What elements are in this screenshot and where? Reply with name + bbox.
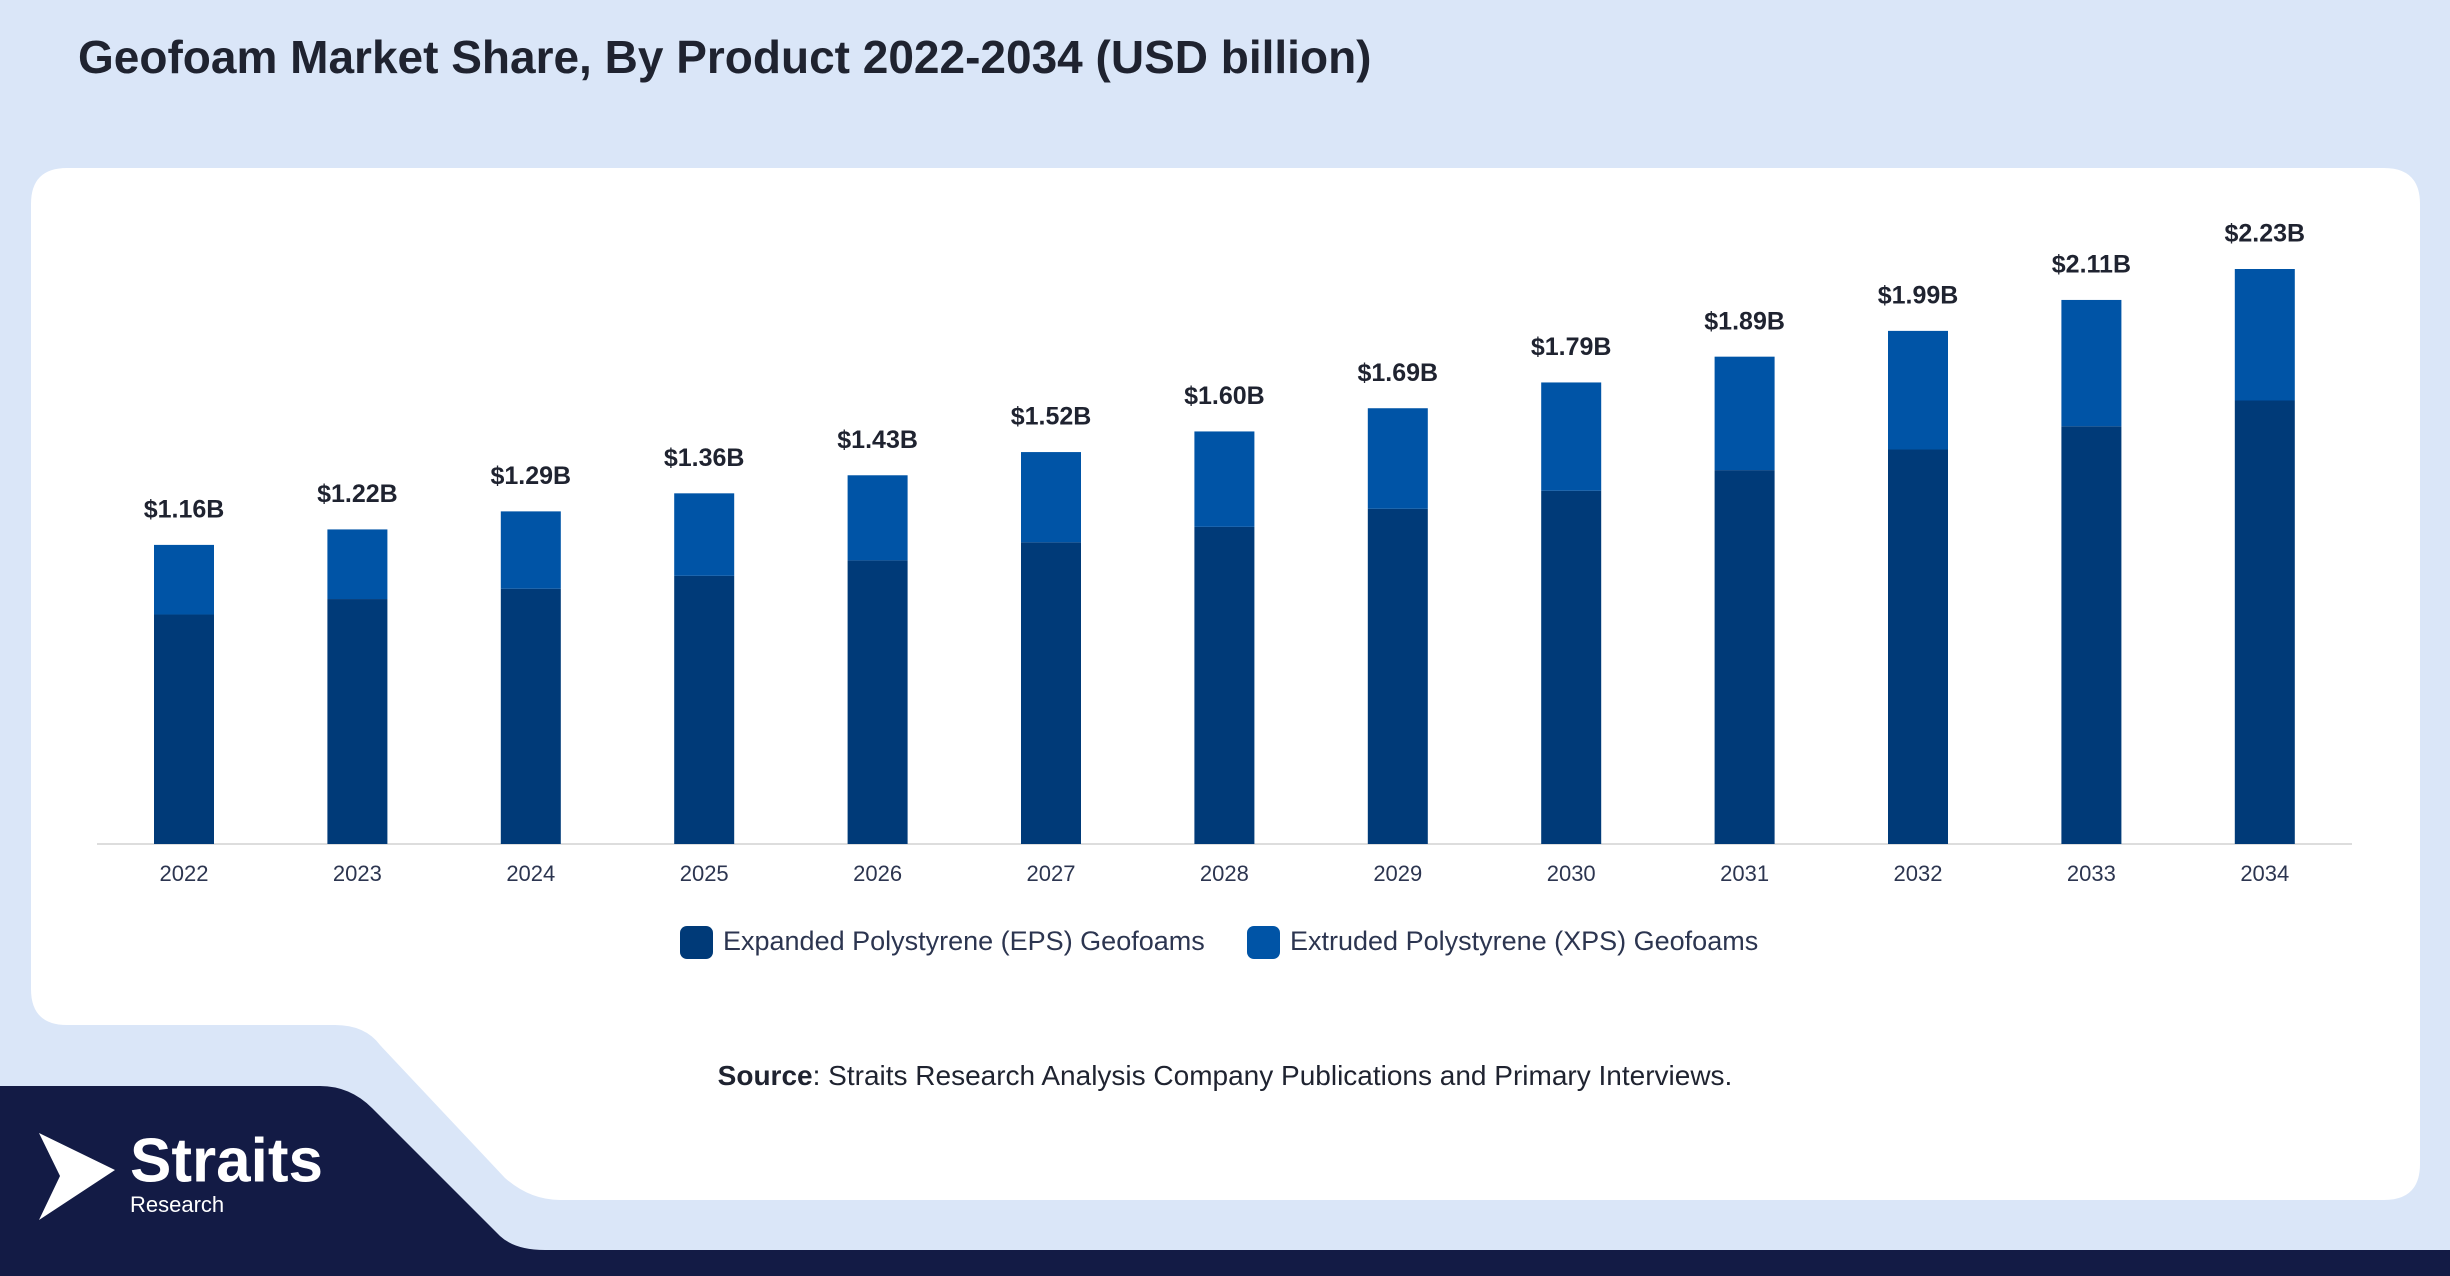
bar-segment	[2234, 269, 2295, 401]
total-label: $1.69B	[1357, 359, 1438, 387]
legend-swatch	[680, 926, 713, 959]
bar-segment	[2061, 426, 2122, 844]
x-tick-label: 2029	[1373, 861, 1422, 886]
bar-segment	[1194, 431, 1255, 527]
bar-segment	[674, 575, 735, 844]
bar-segment	[674, 493, 735, 576]
x-tick-label: 2027	[1027, 861, 1076, 886]
x-tick-label: 2022	[160, 861, 209, 886]
source-text: : Straits Research Analysis Company Publ…	[813, 1060, 1733, 1091]
bar-segment	[1367, 508, 1428, 844]
bar-segment	[1194, 526, 1255, 844]
x-tick-label: 2033	[2067, 861, 2116, 886]
legend-swatch	[1247, 926, 1280, 959]
x-tick-label: 2026	[853, 861, 902, 886]
bar-segment	[1021, 452, 1081, 543]
x-tick-label: 2023	[333, 861, 382, 886]
bar-segment	[154, 544, 214, 615]
total-label: $1.36B	[664, 444, 745, 472]
logo-name: Straits	[130, 1126, 323, 1195]
footer-band	[0, 1086, 2450, 1276]
total-label: $1.43B	[837, 426, 918, 454]
x-tick-label: 2025	[680, 861, 729, 886]
bar-segment	[327, 529, 388, 600]
bar-segment	[1714, 356, 1775, 471]
legend-label: Extruded Polystyrene (XPS) Geofoams	[1290, 926, 1758, 956]
total-label: $1.29B	[490, 462, 571, 490]
bar-segment	[1021, 542, 1081, 844]
logo-subtitle: Research	[130, 1192, 224, 1217]
total-label: $2.23B	[2224, 220, 2305, 248]
bar-segment	[2234, 400, 2295, 844]
bar-segment	[1367, 408, 1428, 509]
total-label: $1.16B	[144, 496, 225, 524]
x-tick-label: 2034	[2240, 861, 2289, 886]
bar-segment	[847, 475, 908, 561]
x-tick-label: 2024	[506, 861, 555, 886]
bar-segment	[154, 614, 214, 844]
bar-segment	[1714, 470, 1775, 844]
x-tick-label: 2032	[1894, 861, 1943, 886]
total-label: $1.52B	[1011, 403, 1092, 431]
total-label: $1.22B	[317, 480, 398, 508]
bar-segment	[327, 599, 388, 844]
total-label: $1.60B	[1184, 382, 1265, 410]
legend-label: Expanded Polystyrene (EPS) Geofoams	[723, 926, 1205, 956]
bar-segment	[2061, 299, 2122, 427]
chart-title: Geofoam Market Share, By Product 2022-20…	[78, 31, 1371, 83]
x-tick-label: 2030	[1547, 861, 1596, 886]
total-label: $1.79B	[1531, 333, 1612, 361]
x-tick-label: 2031	[1720, 861, 1769, 886]
bar-segment	[1541, 382, 1602, 491]
logo-icon	[39, 1133, 115, 1220]
total-label: $1.89B	[1704, 307, 1785, 335]
bar-segment	[1888, 330, 1948, 450]
bar-segment	[1888, 449, 1948, 844]
bar-segment	[1541, 490, 1602, 844]
bar-segment	[500, 588, 561, 844]
source-label: Source	[718, 1060, 813, 1091]
total-label: $1.99B	[1878, 281, 1959, 309]
total-label: $2.11B	[2052, 251, 2131, 279]
bar-segment	[500, 511, 561, 589]
x-tick-label: 2028	[1200, 861, 1249, 886]
source: Source: Straits Research Analysis Compan…	[718, 1060, 1733, 1091]
bar-segment	[847, 560, 908, 844]
